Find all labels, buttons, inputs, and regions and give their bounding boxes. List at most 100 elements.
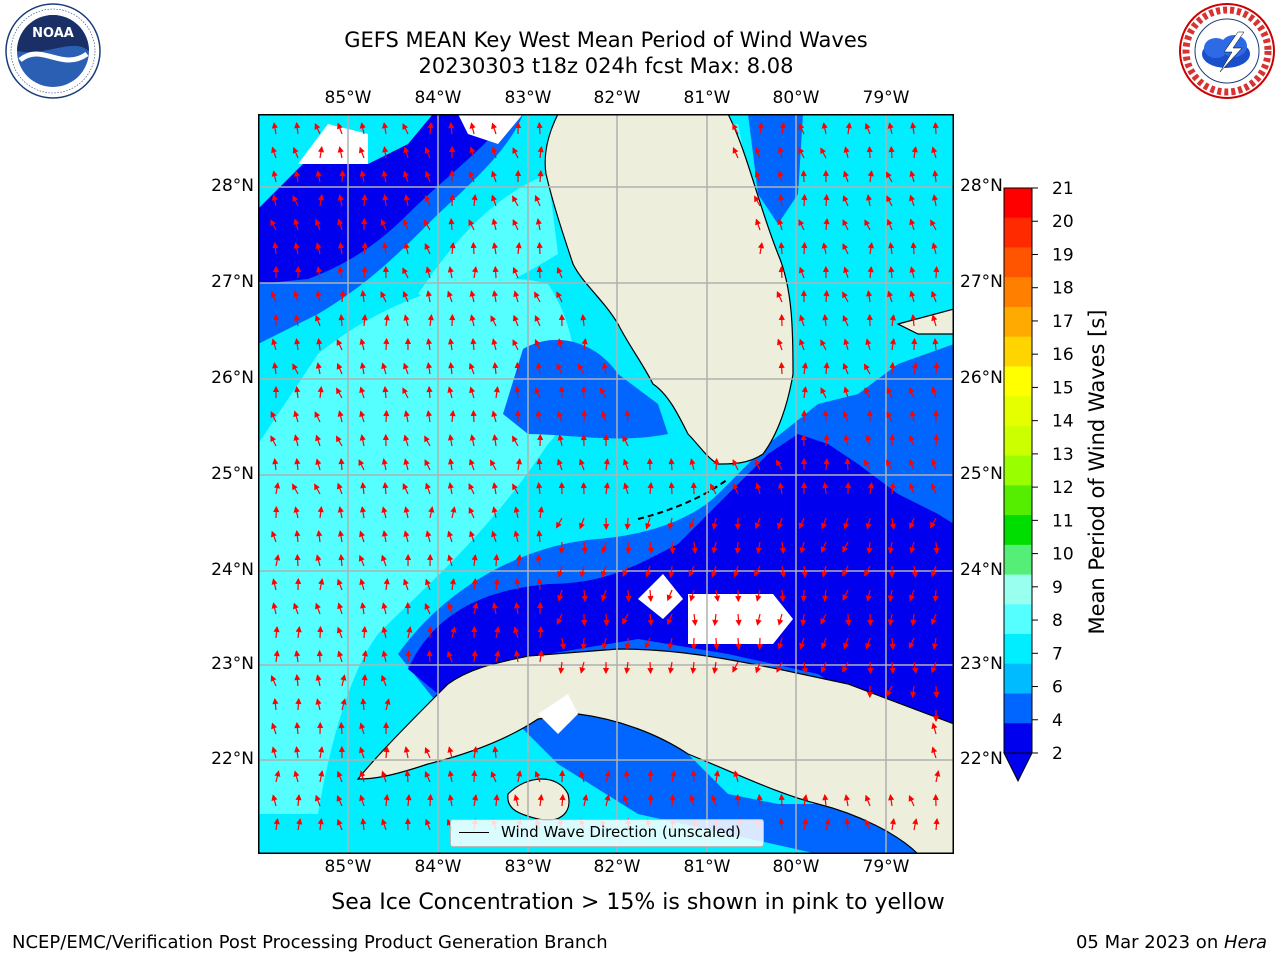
wave-direction-arrowhead	[867, 265, 874, 273]
wave-direction-arrowhead	[534, 194, 541, 202]
wave-direction-arrowhead	[338, 242, 345, 249]
wave-direction-arrowhead	[603, 523, 610, 531]
wave-direction-arrowhead	[272, 265, 280, 272]
wave-direction-arrowhead	[910, 313, 917, 321]
wave-direction-arrowhead	[361, 313, 368, 321]
colorbar-tick-label: 14	[1052, 412, 1074, 432]
wave-direction-arrowhead	[274, 482, 281, 489]
wave-direction-arrowhead	[449, 145, 456, 153]
wave-direction-arrowhead	[318, 770, 325, 777]
wave-direction-arrowhead	[712, 619, 719, 627]
footer-date-text: 05 Mar 2023 on	[1075, 932, 1224, 953]
wave-direction-arrowhead	[405, 793, 412, 801]
wave-direction-arrowhead	[932, 595, 939, 603]
wave-direction-arrowhead	[889, 314, 896, 321]
wave-direction-arrowhead	[690, 481, 697, 489]
lon-label: 84°W	[414, 857, 462, 877]
wave-direction-arrowhead	[295, 697, 302, 705]
map-border	[258, 114, 954, 854]
wave-direction-arrowhead	[315, 362, 322, 369]
florida-keys	[637, 478, 729, 520]
wave-direction-arrowhead	[338, 457, 345, 465]
wave-direction-arrowhead	[380, 218, 387, 226]
wave-direction-arrowhead	[535, 362, 542, 369]
wave-direction-arrowhead	[359, 530, 365, 538]
wave-direction-arrowhead	[315, 434, 321, 442]
colorbar-tick-label: 21	[1052, 180, 1074, 199]
wave-direction-arrowhead	[778, 361, 785, 369]
wave-direction-arrowhead	[536, 241, 543, 249]
wave-direction-arrowhead	[624, 409, 631, 417]
wave-direction-arrowhead	[581, 547, 588, 555]
colorbar-tick-label: 9	[1052, 578, 1063, 598]
lat-label: 27°N	[211, 272, 254, 292]
wave-direction-arrowhead	[822, 169, 830, 176]
wave-direction-arrowhead	[777, 338, 783, 346]
wave-direction-arrowhead	[424, 435, 430, 443]
wave-direction-arrowhead	[382, 433, 389, 441]
wave-direction-arrowhead	[359, 434, 366, 441]
wave-direction-arrowhead	[315, 674, 322, 681]
wave-direction-arrowhead	[513, 506, 520, 513]
wave-direction-arrowhead	[491, 170, 497, 178]
wave-direction-arrowhead	[427, 314, 434, 321]
wave-direction-arrowhead	[800, 457, 808, 464]
wave-direction-arrowhead	[469, 530, 475, 538]
wave-direction-arrowhead	[359, 506, 367, 513]
wave-direction-arrowhead	[381, 650, 388, 657]
wave-direction-arrowhead	[382, 193, 389, 201]
wave-direction-arrowhead	[843, 266, 850, 274]
wave-direction-arrowhead	[842, 410, 849, 418]
wave-direction-arrowhead	[512, 147, 519, 154]
wave-direction-arrowhead	[314, 218, 321, 226]
wave-direction-arrowhead	[821, 571, 828, 578]
wave-direction-arrowhead	[889, 338, 897, 345]
wave-direction-arrowhead	[450, 506, 457, 513]
wave-direction-arrowhead	[732, 483, 739, 490]
wave-direction-arrowhead	[492, 361, 499, 369]
wave-direction-arrowhead	[403, 194, 410, 201]
lon-label: 79°W	[862, 857, 910, 877]
wave-direction-arrowhead	[711, 523, 718, 530]
wave-direction-arrowhead	[402, 218, 409, 226]
wave-direction-arrowhead	[930, 219, 936, 227]
colorbar-under-triangle	[1003, 752, 1033, 783]
wave-direction-arrowhead	[911, 146, 918, 153]
wave-direction-arrowhead	[315, 554, 322, 561]
lat-label: 28°N	[211, 176, 254, 196]
wave-direction-arrowhead	[293, 170, 300, 177]
wave-direction-arrowhead	[887, 122, 894, 129]
wave-direction-arrowhead	[492, 745, 499, 753]
wave-direction-arrowhead	[537, 433, 544, 441]
wave-direction-arrowhead	[337, 602, 344, 610]
wave-direction-arrowhead	[559, 793, 566, 801]
wave-direction-arrowhead	[777, 482, 785, 489]
wave-direction-arrowhead	[271, 338, 278, 346]
wave-direction-arrowhead	[469, 122, 476, 129]
wave-direction-arrowhead	[622, 570, 629, 577]
wave-direction-arrowhead	[274, 770, 281, 777]
wave-direction-arrowhead	[447, 794, 454, 801]
wave-direction-arrowhead	[272, 457, 279, 465]
wave-direction-arrowhead	[448, 217, 455, 225]
colorbar-tick-label: 13	[1052, 445, 1074, 465]
wave-direction-arrowhead	[733, 570, 740, 578]
wave-direction-arrowhead	[755, 482, 762, 490]
wave-direction-arrowhead	[468, 458, 475, 466]
wave-direction-arrowhead	[337, 194, 344, 201]
wave-direction-arrowhead	[536, 265, 543, 273]
wave-direction-arrowhead	[690, 643, 697, 651]
wave-direction-arrowhead	[798, 123, 805, 130]
legend-label: Wind Wave Direction (unscaled)	[501, 823, 741, 841]
wave-direction-arrowhead	[514, 385, 521, 393]
wave-direction-arrowhead	[754, 459, 761, 466]
wave-direction-arrowhead	[842, 194, 849, 202]
wave-direction-arrowhead	[468, 171, 475, 178]
wave-direction-arrowhead	[427, 793, 434, 801]
wave-direction-arrowhead	[646, 457, 653, 465]
wave-direction-arrowhead	[710, 483, 716, 491]
wave-direction-arrowhead	[801, 241, 808, 249]
wave-direction-arrowhead	[777, 522, 783, 530]
wave-direction-arrowhead	[908, 458, 915, 466]
wave-direction-arrowhead	[337, 650, 344, 658]
